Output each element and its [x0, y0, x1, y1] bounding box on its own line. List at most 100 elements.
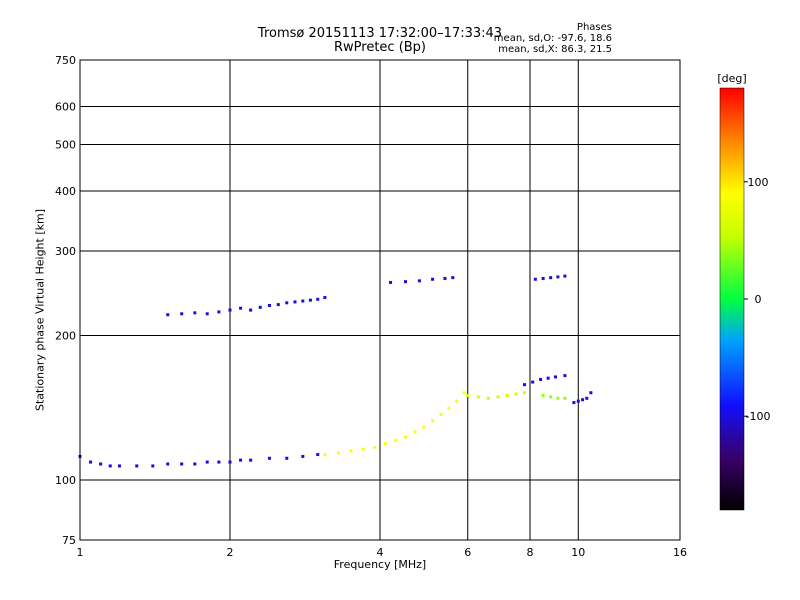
data-point	[361, 447, 365, 451]
x-axis-label: Frequency [MHz]	[333, 558, 427, 571]
data-point	[383, 442, 387, 446]
chart-subtitle: RwPretec (Bp)	[333, 40, 427, 55]
data-point	[151, 464, 155, 468]
data-point	[166, 313, 170, 317]
data-point	[563, 374, 567, 378]
data-point	[486, 396, 490, 400]
x-tick-label: 2	[227, 546, 234, 559]
data-point	[496, 395, 500, 399]
y-tick-label: 750	[55, 54, 76, 67]
data-point	[336, 451, 340, 455]
plot-grid	[79, 59, 681, 541]
data-point	[135, 464, 139, 468]
colorbar-tick-label: -100	[746, 410, 771, 423]
data-point	[556, 275, 560, 279]
x-tick-label: 16	[673, 546, 687, 559]
data-point	[563, 274, 567, 278]
data-point	[546, 376, 550, 380]
data-point	[451, 276, 455, 280]
y-tick-label: 75	[62, 534, 76, 547]
y-tick-label: 300	[55, 245, 76, 258]
phase-stats-o: mean, sd,O: -97.6, 18.6	[493, 33, 612, 44]
data-point	[308, 298, 312, 302]
plot-frame	[79, 59, 681, 541]
data-point	[403, 435, 407, 439]
data-point	[439, 412, 443, 416]
data-point	[285, 456, 289, 460]
data-point	[431, 419, 435, 423]
data-point	[239, 306, 243, 310]
data-point	[117, 464, 121, 468]
data-point	[523, 391, 527, 395]
colorbar	[719, 87, 745, 511]
data-point	[523, 383, 527, 387]
phase-stats-x: mean, sd,X: 86.3, 21.5	[498, 44, 612, 55]
data-point	[531, 380, 535, 384]
data-point	[505, 394, 509, 398]
data-point	[349, 449, 353, 453]
phase-stats-title: Phases	[576, 22, 612, 33]
x-tick-label: 6	[464, 546, 471, 559]
data-point	[539, 377, 543, 381]
data-point	[323, 296, 327, 300]
data-point	[323, 453, 327, 457]
colorbar-tick-label: 100	[748, 176, 769, 189]
data-point	[549, 395, 553, 399]
data-point	[89, 460, 93, 464]
data-point	[180, 462, 184, 466]
y-tick-label: 500	[55, 139, 76, 152]
data-point	[413, 430, 417, 434]
y-tick-label: 600	[55, 101, 76, 114]
data-point	[394, 438, 398, 442]
data-point	[541, 394, 545, 398]
data-point	[301, 454, 305, 458]
data-point	[553, 375, 557, 379]
data-point	[108, 464, 112, 468]
data-point	[541, 276, 545, 280]
y-tick-label: 200	[55, 330, 76, 343]
data-point	[301, 299, 305, 303]
data-point	[166, 462, 170, 466]
x-tick-label: 8	[527, 546, 534, 559]
data-point	[316, 453, 320, 457]
data-point	[258, 305, 262, 309]
data-point	[205, 312, 209, 316]
y-tick-label: 100	[55, 474, 76, 487]
data-point	[533, 277, 537, 281]
data-point	[563, 396, 567, 400]
data-point	[285, 301, 289, 305]
data-point	[462, 391, 466, 395]
data-point	[422, 425, 426, 429]
data-point	[228, 308, 232, 312]
data-point	[549, 276, 553, 280]
data-point	[403, 280, 407, 284]
data-point	[276, 303, 280, 307]
data-point	[193, 311, 197, 315]
data-point	[267, 303, 271, 307]
data-point	[589, 391, 593, 395]
data-point	[417, 279, 421, 283]
data-point	[455, 399, 459, 403]
data-point	[239, 458, 243, 462]
colorbar-tick-label: 0	[755, 293, 762, 306]
data-point	[180, 312, 184, 316]
data-point	[514, 392, 518, 396]
data-point	[572, 401, 576, 405]
data-point	[466, 394, 470, 398]
data-point	[217, 460, 221, 464]
data-point	[576, 399, 580, 403]
colorbar-label: [deg]	[717, 72, 746, 85]
y-ticks: 75 100 200 300 400 500 600 750	[55, 54, 76, 547]
data-point	[373, 445, 377, 449]
data-point	[99, 462, 103, 466]
x-tick-label: 1	[77, 546, 84, 559]
data-points	[78, 274, 593, 468]
data-point	[476, 395, 480, 399]
data-point	[249, 308, 253, 312]
data-point	[205, 460, 209, 464]
data-point	[556, 396, 560, 400]
data-point	[447, 406, 451, 410]
data-point	[293, 300, 297, 304]
chart-title: Tromsø 20151113 17:32:00–17:33:43	[257, 26, 503, 41]
